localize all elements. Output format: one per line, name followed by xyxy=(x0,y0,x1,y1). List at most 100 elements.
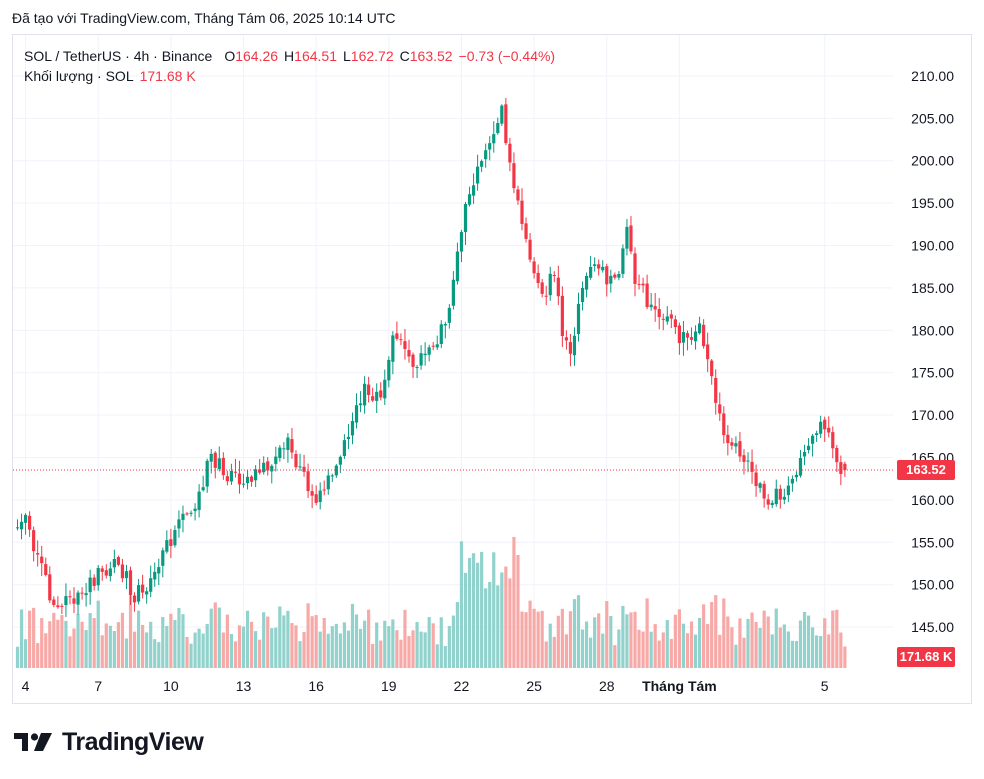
candle-body xyxy=(770,502,774,506)
candle-body xyxy=(237,473,242,485)
volume-bar xyxy=(584,621,589,668)
y-axis-tick-label: 155.00 xyxy=(911,534,954,550)
volume-bar xyxy=(609,616,613,668)
candle-body xyxy=(443,323,447,326)
candle-body xyxy=(649,304,653,308)
x-axis-tick-label: 19 xyxy=(381,678,397,694)
candle-body xyxy=(710,360,714,377)
candle-body xyxy=(641,283,645,286)
volume-bar xyxy=(645,598,649,668)
candle-body xyxy=(177,519,181,529)
volume-bar xyxy=(52,612,56,668)
volume-bar xyxy=(294,625,298,668)
x-axis-tick-label: 22 xyxy=(454,678,470,694)
last-volume-tag: 171.68 K xyxy=(897,647,955,667)
candle-body xyxy=(520,200,524,224)
candle-body xyxy=(330,475,334,477)
volume-bar xyxy=(177,608,181,668)
y-axis-tick-label: 175.00 xyxy=(911,365,954,381)
volume-bar xyxy=(100,635,104,668)
candle-body xyxy=(463,204,468,232)
volume-bar xyxy=(484,588,488,668)
candle-body xyxy=(245,476,250,484)
volume-bar xyxy=(702,604,706,668)
candle-body xyxy=(104,570,108,576)
volume-bar xyxy=(411,630,415,668)
volume-bar xyxy=(407,636,411,668)
volume-bar xyxy=(629,612,633,668)
candle-body xyxy=(762,483,766,499)
x-axis-tick-label: Tháng Tám xyxy=(642,678,717,694)
candle-body xyxy=(354,405,359,423)
volume-bar xyxy=(831,610,835,668)
volume-bar xyxy=(819,636,823,668)
candle-body xyxy=(221,457,225,476)
candle-body xyxy=(169,539,173,546)
candle-body xyxy=(589,266,593,278)
candle-body xyxy=(613,274,617,278)
candle-body xyxy=(516,189,520,201)
y-axis-tick-label: 145.00 xyxy=(911,619,954,635)
volume-bar xyxy=(528,600,532,668)
volume-bar xyxy=(790,640,795,668)
candle-body xyxy=(706,344,710,360)
high-value-group: H164.51 xyxy=(284,46,337,66)
close-label: C xyxy=(399,48,410,64)
candle-body xyxy=(839,462,843,474)
volume-bar xyxy=(544,641,548,668)
volume-bar xyxy=(443,646,447,668)
symbol-label[interactable]: SOL / TetherUS · 4h · Binance xyxy=(24,48,213,64)
candle-body xyxy=(843,463,847,471)
candle-body xyxy=(657,309,661,318)
volume-bar xyxy=(197,628,201,668)
volume-bar xyxy=(379,640,383,668)
volume-bar xyxy=(153,639,157,668)
volume-bar xyxy=(165,626,169,668)
chart-pane[interactable] xyxy=(12,34,972,704)
candle-body xyxy=(455,251,460,282)
volume-label[interactable]: Khối lượng · SOL xyxy=(24,68,134,84)
candle-body xyxy=(112,558,116,568)
volume-bar xyxy=(633,611,637,668)
candle-body xyxy=(72,598,76,604)
volume-bar xyxy=(241,626,246,668)
candle-body xyxy=(342,440,347,457)
candle-body xyxy=(334,465,338,476)
volume-bar xyxy=(806,615,811,668)
volume-bar xyxy=(823,618,827,668)
open-value: 164.26 xyxy=(235,48,279,64)
candle-body xyxy=(742,455,746,462)
candle-body xyxy=(669,314,673,319)
candle-body xyxy=(750,461,754,472)
volume-bar xyxy=(500,572,504,668)
y-axis-tick-label: 210.00 xyxy=(911,68,954,84)
candle-body xyxy=(617,273,621,278)
volume-bar xyxy=(601,633,605,668)
volume-bar xyxy=(193,632,197,668)
candle-body xyxy=(302,466,306,472)
volume-bar xyxy=(471,553,476,668)
x-axis-tick-label: 10 xyxy=(163,678,179,694)
volume-bar xyxy=(835,609,839,668)
volume-bar xyxy=(161,617,165,668)
candle-body xyxy=(548,273,552,296)
volume-bar xyxy=(108,625,112,668)
candle-body xyxy=(835,447,839,463)
volume-value: 171.68 K xyxy=(139,68,196,84)
candle-body xyxy=(116,557,120,565)
candle-body xyxy=(802,451,807,457)
candle-body xyxy=(371,396,375,401)
volume-bar xyxy=(782,624,786,668)
candle-body xyxy=(108,568,112,577)
candle-body xyxy=(597,264,601,269)
candle-body xyxy=(68,596,72,598)
close-value-group: C163.52 xyxy=(400,46,453,66)
y-axis-tick-label: 205.00 xyxy=(911,110,954,126)
candle-body xyxy=(536,272,540,284)
volume-bar xyxy=(120,612,125,668)
volume-bar xyxy=(60,615,64,668)
volume-bar xyxy=(758,627,762,668)
volume-bar xyxy=(552,636,556,668)
tradingview-logo[interactable]: TradingView xyxy=(14,728,204,756)
